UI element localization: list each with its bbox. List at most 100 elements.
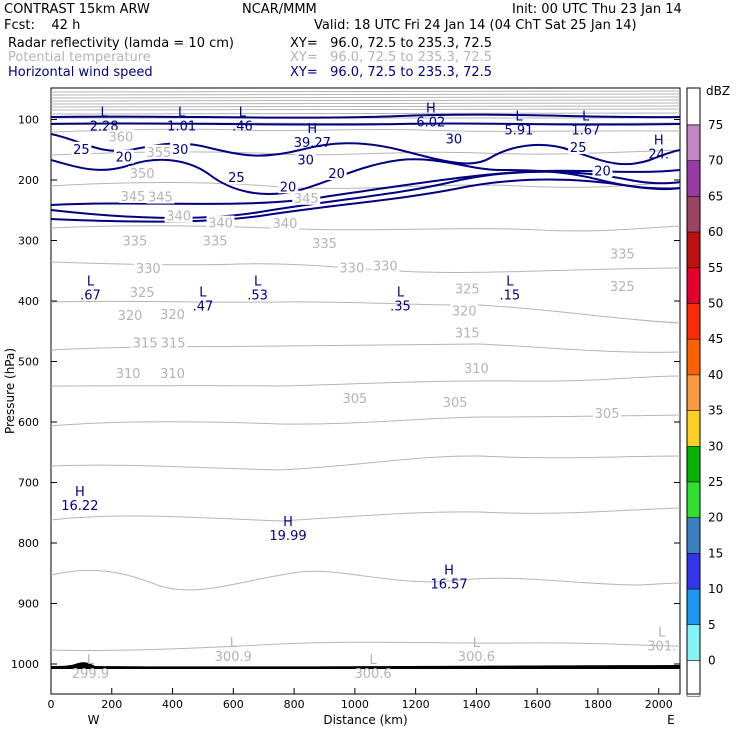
wind-label-bg xyxy=(170,141,191,156)
theta-label: 320 xyxy=(118,309,143,324)
theta-label: 310 xyxy=(116,367,141,382)
extremum-marker: L xyxy=(178,105,186,120)
theta-label: 350 xyxy=(130,167,155,182)
extremum-value: 39.27 xyxy=(294,136,331,151)
theta-label-bg xyxy=(371,258,400,273)
colorbar-level-label: 20 xyxy=(708,511,723,525)
wind-label-bg xyxy=(326,165,347,180)
extremum-marker: L xyxy=(515,110,523,125)
forecast-hour: Fcst: 42 h xyxy=(4,18,81,33)
theta-label-bg xyxy=(201,233,230,248)
colorbar-level-label: 70 xyxy=(708,154,723,168)
theta-label: 305 xyxy=(342,392,367,407)
colorbar-level-label: 45 xyxy=(708,332,723,346)
theta-label-bg xyxy=(158,366,187,381)
colorbar-swatch xyxy=(686,196,701,233)
field-label-wind: Horizontal wind speed xyxy=(8,65,153,80)
extremum-value: 24. xyxy=(648,148,669,163)
theta-label: 360 xyxy=(108,131,133,146)
theta-label-bg xyxy=(114,366,143,381)
theta-line xyxy=(51,375,680,387)
theta-line xyxy=(51,93,680,96)
theta-label: 315 xyxy=(133,336,158,351)
extremum-marker: H xyxy=(654,134,664,149)
theta-line xyxy=(51,569,680,591)
theta-label-bg xyxy=(106,129,135,144)
theta-line xyxy=(51,300,680,324)
extremum-marker: L xyxy=(397,286,405,301)
theta-label: 340 xyxy=(166,209,191,224)
theta-label-bg xyxy=(462,360,491,375)
colorbar-level-label: 40 xyxy=(708,368,723,382)
extremum-marker: H xyxy=(307,122,317,137)
extremum-marker: L xyxy=(506,275,514,290)
wind-label-bg xyxy=(568,139,589,154)
x-tick-label: 400 xyxy=(162,698,183,711)
x-tick-label: 1400 xyxy=(462,698,490,711)
colorbar-swatch xyxy=(686,374,701,411)
theta-label-bg xyxy=(134,260,163,275)
y-tick-label: 1000 xyxy=(11,658,39,671)
theta-label: 335 xyxy=(312,237,337,252)
wind-label-bg xyxy=(278,179,299,194)
theta-line xyxy=(51,455,680,471)
x-tick-label: 1600 xyxy=(523,698,551,711)
extremum-value: 16.22 xyxy=(61,499,98,514)
theta-label: 330 xyxy=(339,261,364,276)
extremum-value: 1.67 xyxy=(571,124,600,139)
field-xy-theta: XY= 96.0, 72.5 to 235.3, 72.5 xyxy=(290,50,493,65)
theta-label-bg xyxy=(292,190,321,205)
extremum-marker: H xyxy=(426,102,436,117)
colorbar-swatch xyxy=(686,553,701,590)
y-tick-label: 500 xyxy=(18,356,39,369)
wind-contour-line xyxy=(51,113,680,119)
y-tick-label: 100 xyxy=(18,114,39,127)
extremum-value: 6.02 xyxy=(416,116,445,131)
colorbar-unit: dBZ xyxy=(706,84,730,98)
theta-label-bg xyxy=(146,189,175,204)
theta-label-bg xyxy=(453,281,482,296)
wind-label: 20 xyxy=(116,151,133,166)
y-tick-label: 300 xyxy=(18,235,39,248)
wind-label-bg xyxy=(113,149,134,164)
wind-label: 20 xyxy=(594,165,611,180)
extremum-marker: L xyxy=(658,626,666,641)
x-tick-label: 600 xyxy=(223,698,244,711)
theta-label-bg xyxy=(159,335,188,350)
theta-line xyxy=(51,102,680,105)
wind-label: 20 xyxy=(280,180,297,195)
y-tick-label: 800 xyxy=(18,537,39,550)
wind-label: 30 xyxy=(172,143,189,158)
extremum-marker: L xyxy=(101,105,109,120)
theta-line xyxy=(51,90,680,93)
theta-label-bg xyxy=(337,260,366,275)
colorbar-swatch xyxy=(686,231,701,269)
extremum-marker: H xyxy=(283,515,293,530)
theta-line xyxy=(51,108,680,111)
colorbar-level-label: 15 xyxy=(708,546,723,560)
wind-label: 20 xyxy=(328,167,345,182)
theta-label: 315 xyxy=(455,327,480,342)
theta-line xyxy=(51,507,680,522)
theta-line xyxy=(51,99,680,102)
extremum-value: 299.9 xyxy=(72,667,109,682)
x-tick-label: 200 xyxy=(101,698,122,711)
y-axis-label: Pressure (hPa) xyxy=(3,348,17,434)
terrain-surface xyxy=(51,662,680,669)
theta-label: 345 xyxy=(121,190,146,205)
theta-label: 310 xyxy=(464,362,489,377)
plot-area xyxy=(50,87,681,695)
colorbar-level-label: 25 xyxy=(708,475,723,489)
extremum-marker: L xyxy=(473,636,481,651)
wind-label: 25 xyxy=(73,143,90,158)
theta-line xyxy=(51,128,680,133)
colorbar-swatch xyxy=(686,267,701,304)
theta-label-bg xyxy=(119,188,148,203)
extremum-value: 300.6 xyxy=(458,650,495,665)
x-tick-label: 2000 xyxy=(645,698,673,711)
extremum-value: 300.9 xyxy=(215,650,252,665)
extremum-value: 5.91 xyxy=(504,124,533,139)
extremum-marker: L xyxy=(230,636,238,651)
colorbar-level-label: 30 xyxy=(708,439,723,453)
theta-label-bg xyxy=(164,208,193,223)
